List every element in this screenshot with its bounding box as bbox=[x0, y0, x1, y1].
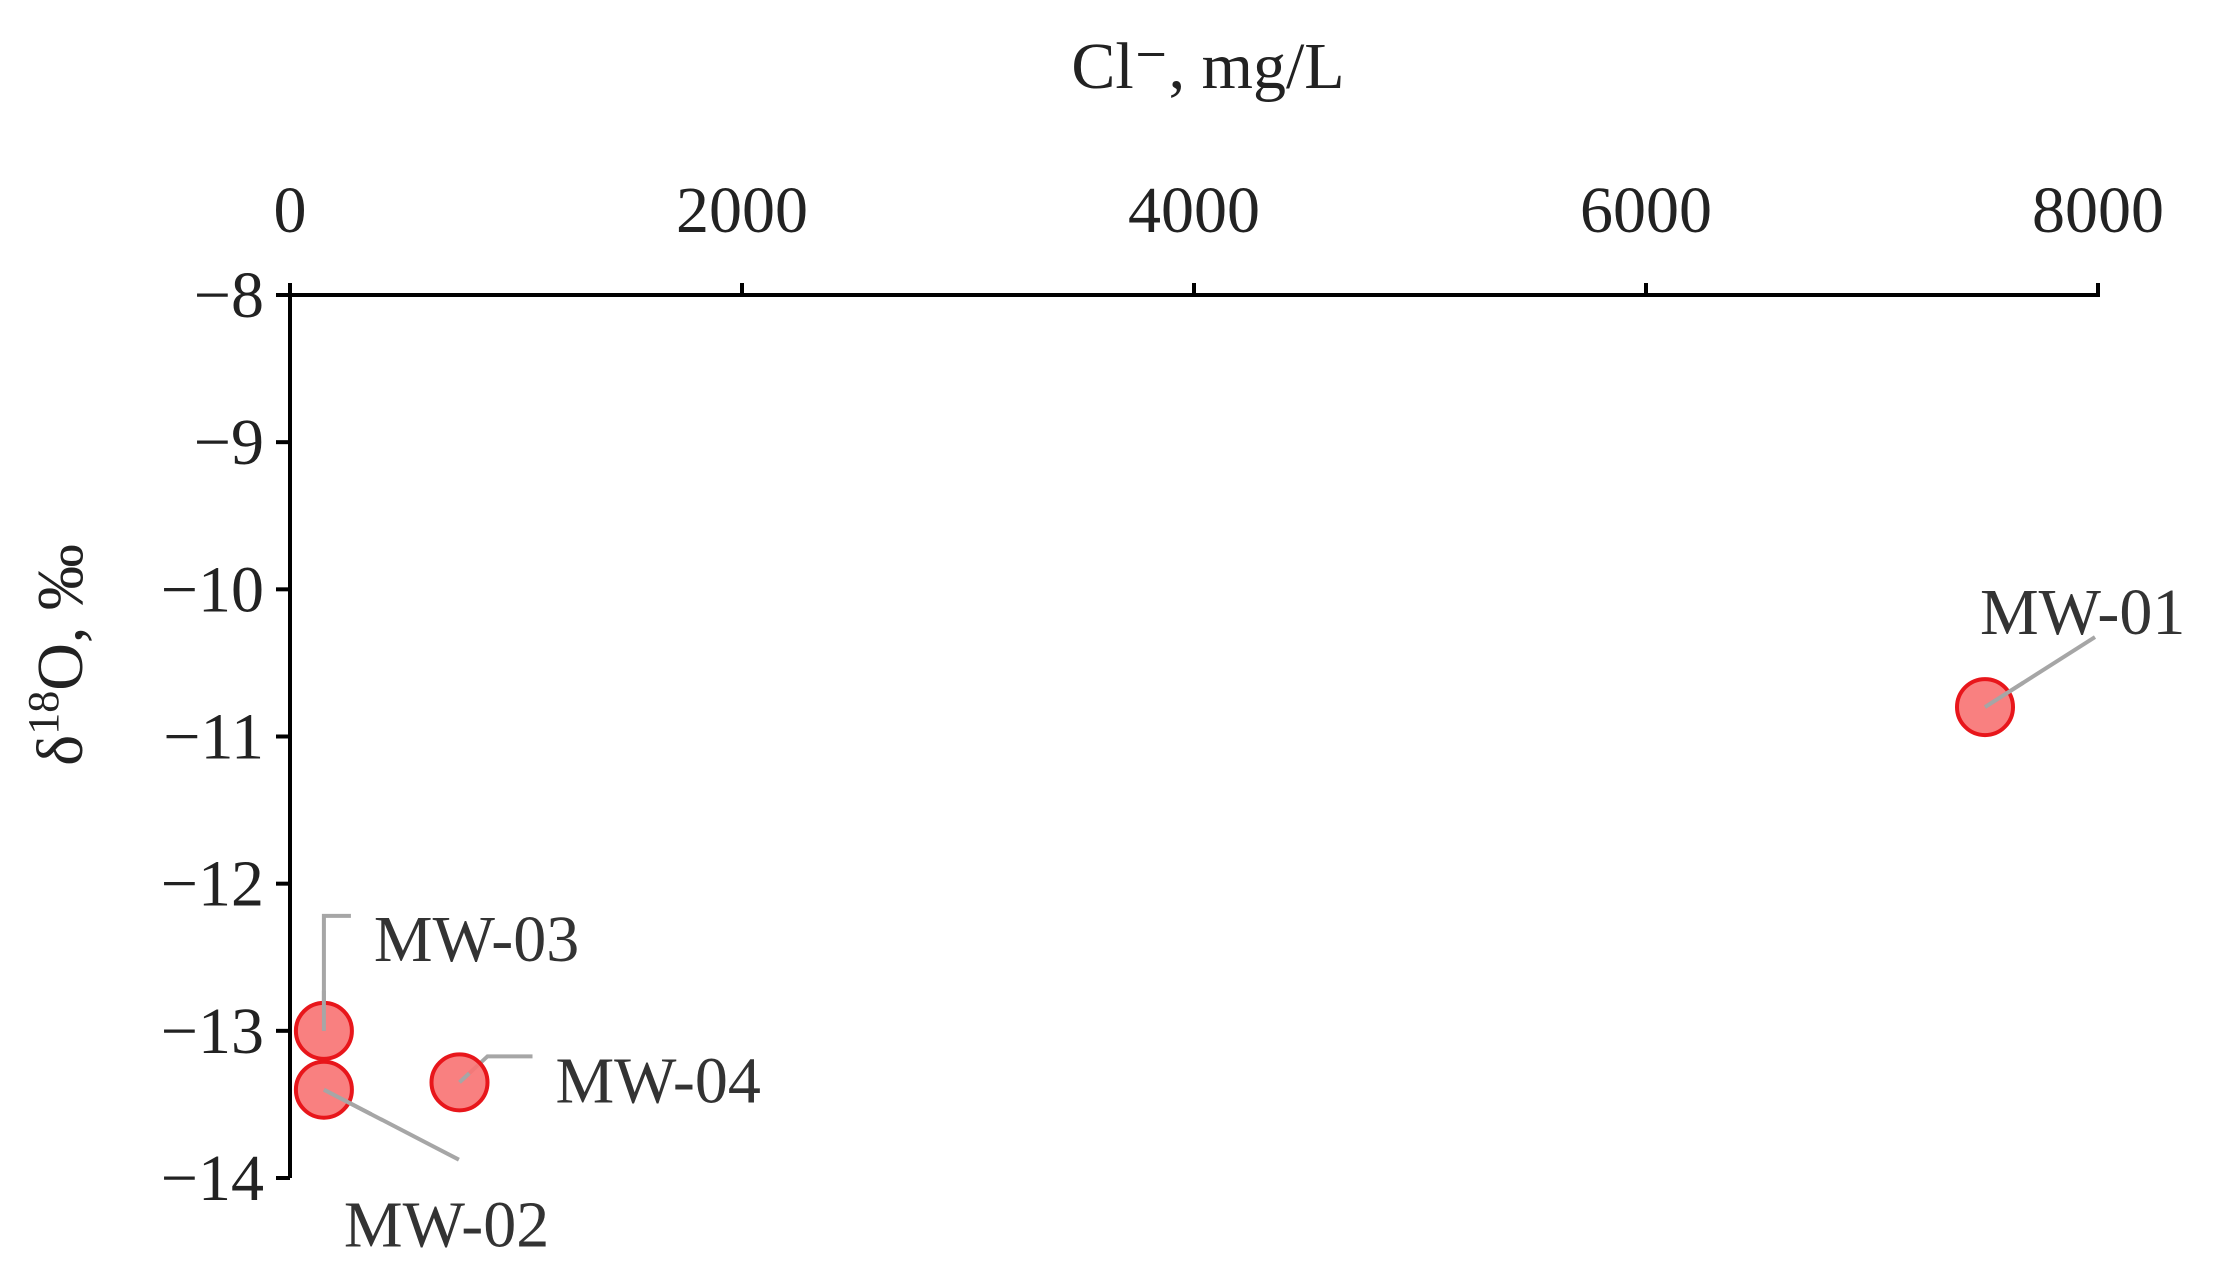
x-tick-label: 6000 bbox=[1580, 174, 1712, 247]
y-tick-label: −13 bbox=[161, 995, 264, 1068]
x-ticks: 0 2000 4000 6000 8000 bbox=[274, 174, 2164, 295]
leader-line-stub bbox=[1983, 680, 2025, 709]
y-tick-label: −8 bbox=[194, 259, 264, 332]
y-tick-label: −10 bbox=[161, 553, 264, 626]
x-tick-label: 0 bbox=[274, 174, 307, 247]
x-tick-label: 4000 bbox=[1128, 174, 1260, 247]
y-tick-label: −12 bbox=[161, 848, 264, 921]
x-axis-title: Cl⁻, mg/L bbox=[1071, 30, 1344, 103]
y-tick-label: −9 bbox=[194, 406, 264, 479]
y-ticks: −8 −9 −10 −11 −12 −13 −14 bbox=[161, 259, 290, 1215]
point-label: MW-03 bbox=[374, 903, 579, 976]
x-tick-label: 2000 bbox=[676, 174, 808, 247]
point-label: MW-04 bbox=[556, 1044, 761, 1117]
y-tick-label: −11 bbox=[163, 701, 264, 774]
leader-line-stub bbox=[458, 1071, 471, 1084]
y-axis-title: δ18O, ‰ bbox=[19, 544, 97, 766]
point-label: MW-01 bbox=[1980, 576, 2185, 649]
data-points bbox=[293, 677, 2015, 1120]
leader-line-stub bbox=[322, 1087, 373, 1116]
point-labels: MW-01 MW-02 MW-03 MW-04 bbox=[321, 576, 2185, 1262]
y-tick-label: −14 bbox=[161, 1142, 264, 1215]
point-label: MW-02 bbox=[344, 1189, 549, 1262]
x-tick-label: 8000 bbox=[2032, 174, 2164, 247]
